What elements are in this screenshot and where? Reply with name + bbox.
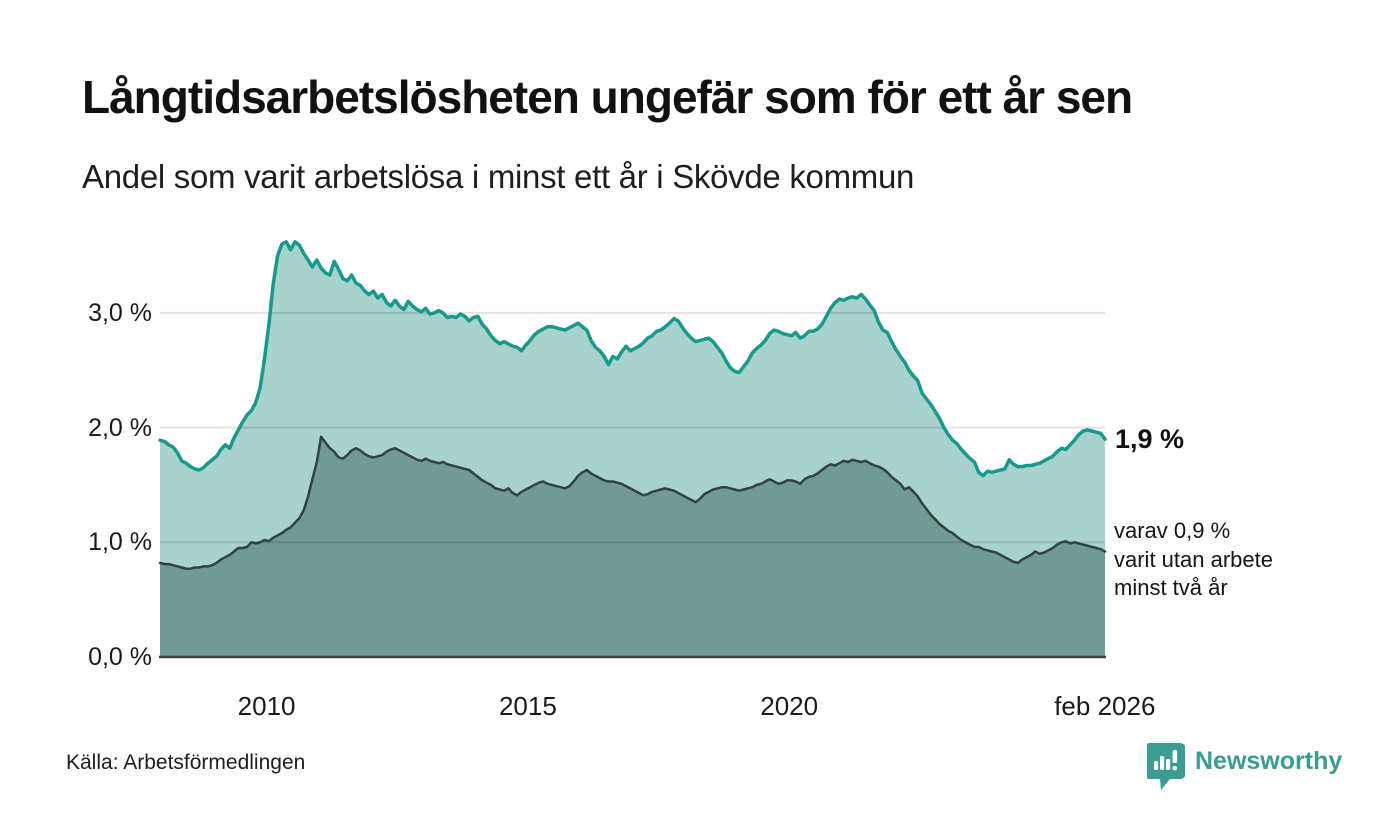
series-area-1 — [160, 436, 1105, 657]
chart-subtitle: Andel som varit arbetslösa i minst ett å… — [82, 158, 915, 195]
newsworthy-pin-barchart-icon — [1147, 743, 1185, 790]
latest-subvalue-note: varav 0,9 % varit utan arbete minst två … — [1114, 517, 1273, 603]
chart-title: Långtidsarbetslösheten ungefär som för e… — [82, 71, 1133, 123]
latest-value-label: 1,9 % — [1115, 424, 1185, 454]
newsworthy-logo[interactable]: Newsworthy — [1147, 743, 1342, 793]
series-line-1 — [158, 435, 1107, 570]
note-line: varit utan arbete — [1114, 546, 1273, 572]
series-line-0 — [158, 240, 1107, 478]
newsworthy-wordmark: Newsworthy — [1195, 747, 1343, 775]
note-line: minst två år — [1114, 575, 1228, 600]
source-note: Källa: Arbetsförmedlingen — [66, 751, 306, 774]
note-line: varav 0,9 % — [1114, 518, 1231, 543]
